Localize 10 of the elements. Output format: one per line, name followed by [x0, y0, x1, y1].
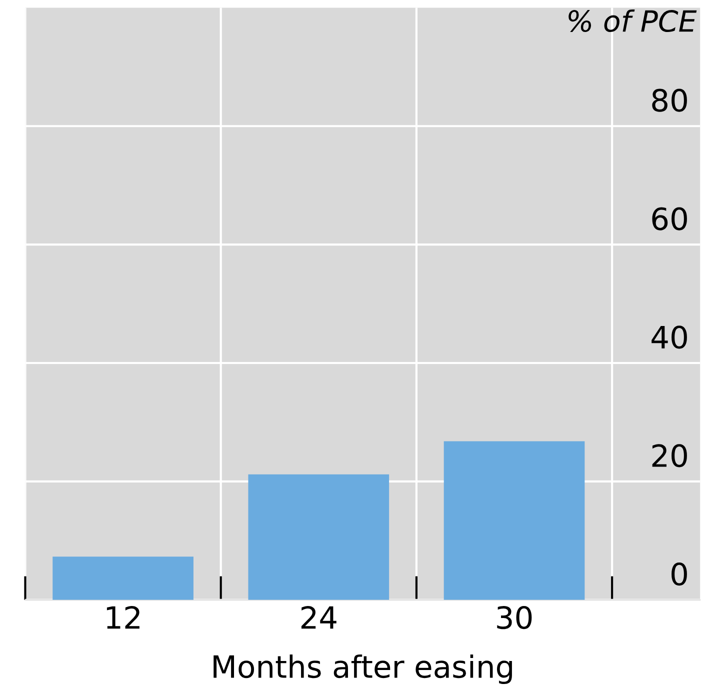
y-tick-label: 40: [652, 326, 687, 349]
y-tick-label: 0: [672, 562, 687, 586]
y-axis-title: % of PCE: [568, 9, 697, 32]
x-tick-label: 30: [497, 606, 532, 630]
y-tick-label: 20: [652, 444, 687, 468]
x-axis-title: Months after easing: [214, 654, 512, 684]
y-tick-label: 60: [652, 207, 687, 230]
y-tick-label: 80: [652, 88, 687, 112]
x-tick-label: 24: [301, 606, 336, 629]
x-tick-label: 12: [106, 606, 140, 629]
